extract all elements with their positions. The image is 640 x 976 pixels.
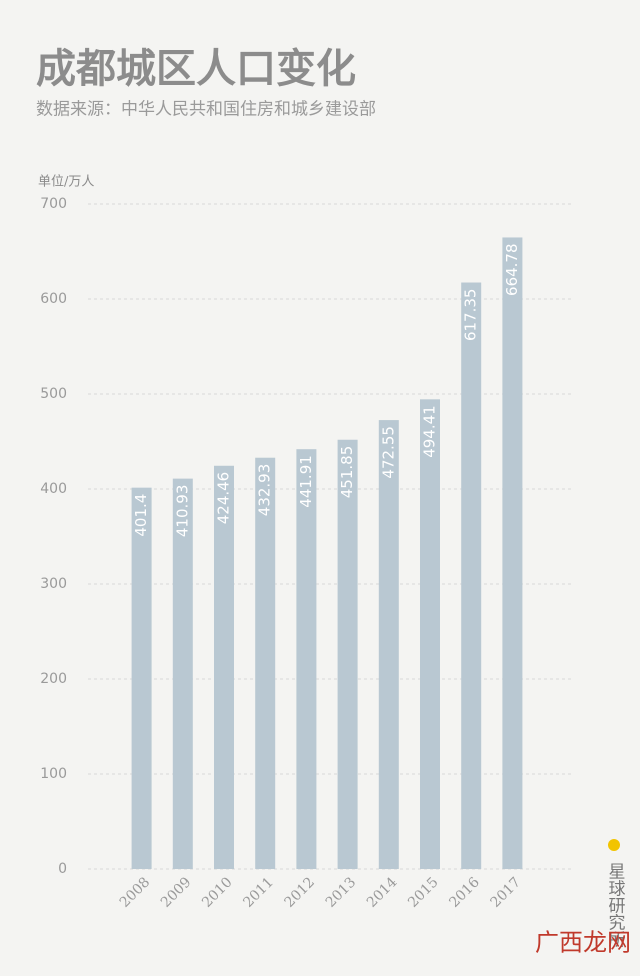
brand: 星球研究所 <box>605 862 626 947</box>
brand-dot <box>608 839 620 851</box>
y-tick-label: 300 <box>40 576 67 592</box>
bar <box>172 478 193 869</box>
bar <box>378 420 399 869</box>
y-axis-label: 单位/万人 <box>38 175 94 190</box>
watermark: 广西龙网 <box>535 929 631 957</box>
bar <box>214 465 234 869</box>
bar <box>296 449 317 869</box>
y-tick-label: 100 <box>40 766 67 782</box>
data-label: 494.41 <box>421 405 439 458</box>
data-label: 401.4 <box>132 494 150 537</box>
bar <box>420 399 440 869</box>
bar <box>461 282 482 870</box>
chart-subtitle: 数据来源：中华人民共和国住房和城乡建设部 <box>36 100 376 120</box>
chart-title: 成都城区人口变化 <box>36 45 356 92</box>
y-tick-label: 500 <box>40 386 67 402</box>
y-tick-label: 700 <box>40 196 67 212</box>
data-label: 664.78 <box>503 243 521 295</box>
y-tick-label: 0 <box>58 861 67 877</box>
y-tick-label: 200 <box>40 671 67 687</box>
data-label: 617.35 <box>462 289 480 342</box>
y-tick-label: 400 <box>40 481 67 497</box>
data-label: 424.46 <box>215 472 233 525</box>
data-label: 451.85 <box>338 446 356 499</box>
data-label: 432.93 <box>256 464 274 517</box>
bar <box>255 457 276 869</box>
bar <box>337 439 358 869</box>
y-tick-label: 600 <box>40 291 67 307</box>
data-label: 410.93 <box>173 485 191 537</box>
bar <box>131 487 152 869</box>
data-label: 441.91 <box>297 455 315 508</box>
bar <box>502 237 523 870</box>
data-label: 472.55 <box>379 426 397 479</box>
